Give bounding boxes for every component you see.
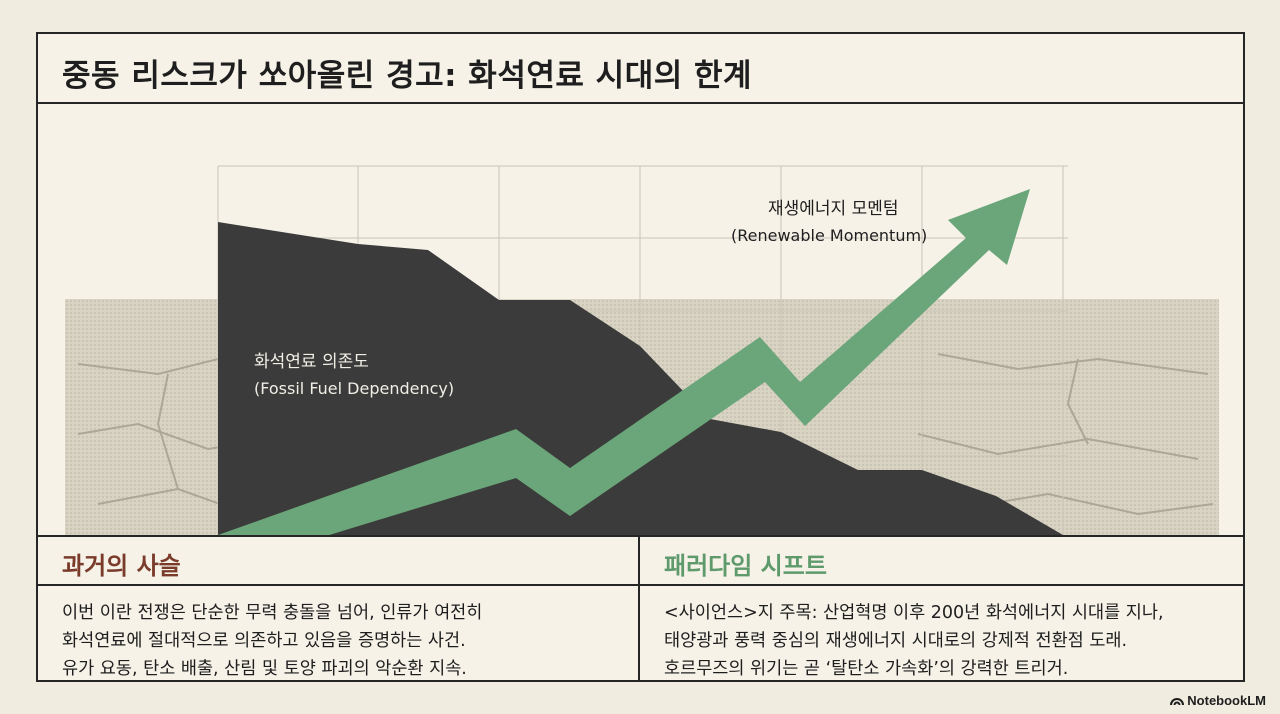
page-title: 중동 리스크가 쏘아올린 경고: 화석연료 시대의 한계 [62,58,753,94]
renewable-label-ko: 재생에너지 모멘텀 [768,199,899,219]
renewable-momentum-arrow [218,189,1030,535]
brand-label: NotebookLM [1187,693,1266,708]
past-chain-line: 이번 이란 전쟁은 단순한 무력 충돌을 넘어, 인류가 여전히 [62,603,483,623]
notebooklm-brand: NotebookLM [1170,693,1266,708]
bottom-panels: 과거의 사슬 이번 이란 전쟁은 단순한 무력 충돌을 넘어, 인류가 여전히 … [38,535,1245,682]
fossil-label-ko: 화석연료 의존도 [254,352,369,372]
trend-illustration: 화석연료 의존도 (Fossil Fuel Dependency) 재생에너지 … [65,165,1219,535]
past-chain-body: 이번 이란 전쟁은 단순한 무력 충돌을 넘어, 인류가 여전히 화석연료에 절… [38,586,638,683]
paradigm-shift-panel: 패러다임 시프트 <사이언스>지 주목: 산업혁명 이후 200년 화석에너지 … [640,537,1245,682]
paradigm-shift-heading: 패러다임 시프트 [640,537,1245,586]
past-chain-heading: 과거의 사슬 [38,537,638,586]
fossil-fuel-area [218,222,1063,535]
paradigm-shift-line: 태양광과 풍력 중심의 재생에너지 시대로의 강제적 전환점 도래. [664,631,1128,651]
past-chain-line: 화석연료에 절대적으로 의존하고 있음을 증명하는 사건. [62,631,466,651]
title-bar: 중동 리스크가 쏘아올린 경고: 화석연료 시대의 한계 [38,34,1243,104]
fossil-label-en: (Fossil Fuel Dependency) [254,379,454,398]
notebooklm-logo-icon [1170,698,1185,706]
renewable-label-en: (Renewable Momentum) [731,226,927,245]
past-chain-line: 유가 요동, 탄소 배출, 산림 및 토양 파괴의 악순환 지속. [62,659,467,679]
chart-area: 화석연료 의존도 (Fossil Fuel Dependency) 재생에너지 … [38,104,1243,535]
paradigm-shift-line: <사이언스>지 주목: 산업혁명 이후 200년 화석에너지 시대를 지나, [664,603,1164,623]
paradigm-shift-body: <사이언스>지 주목: 산업혁명 이후 200년 화석에너지 시대를 지나, 태… [640,586,1245,683]
paradigm-shift-line: 호르무즈의 위기는 곧 ‘탈탄소 가속화’의 강력한 트리거. [664,659,1069,679]
past-chain-panel: 과거의 사슬 이번 이란 전쟁은 단순한 무력 충돌을 넘어, 인류가 여전히 … [38,537,640,682]
infographic-frame: 중동 리스크가 쏘아올린 경고: 화석연료 시대의 한계 [36,32,1245,682]
